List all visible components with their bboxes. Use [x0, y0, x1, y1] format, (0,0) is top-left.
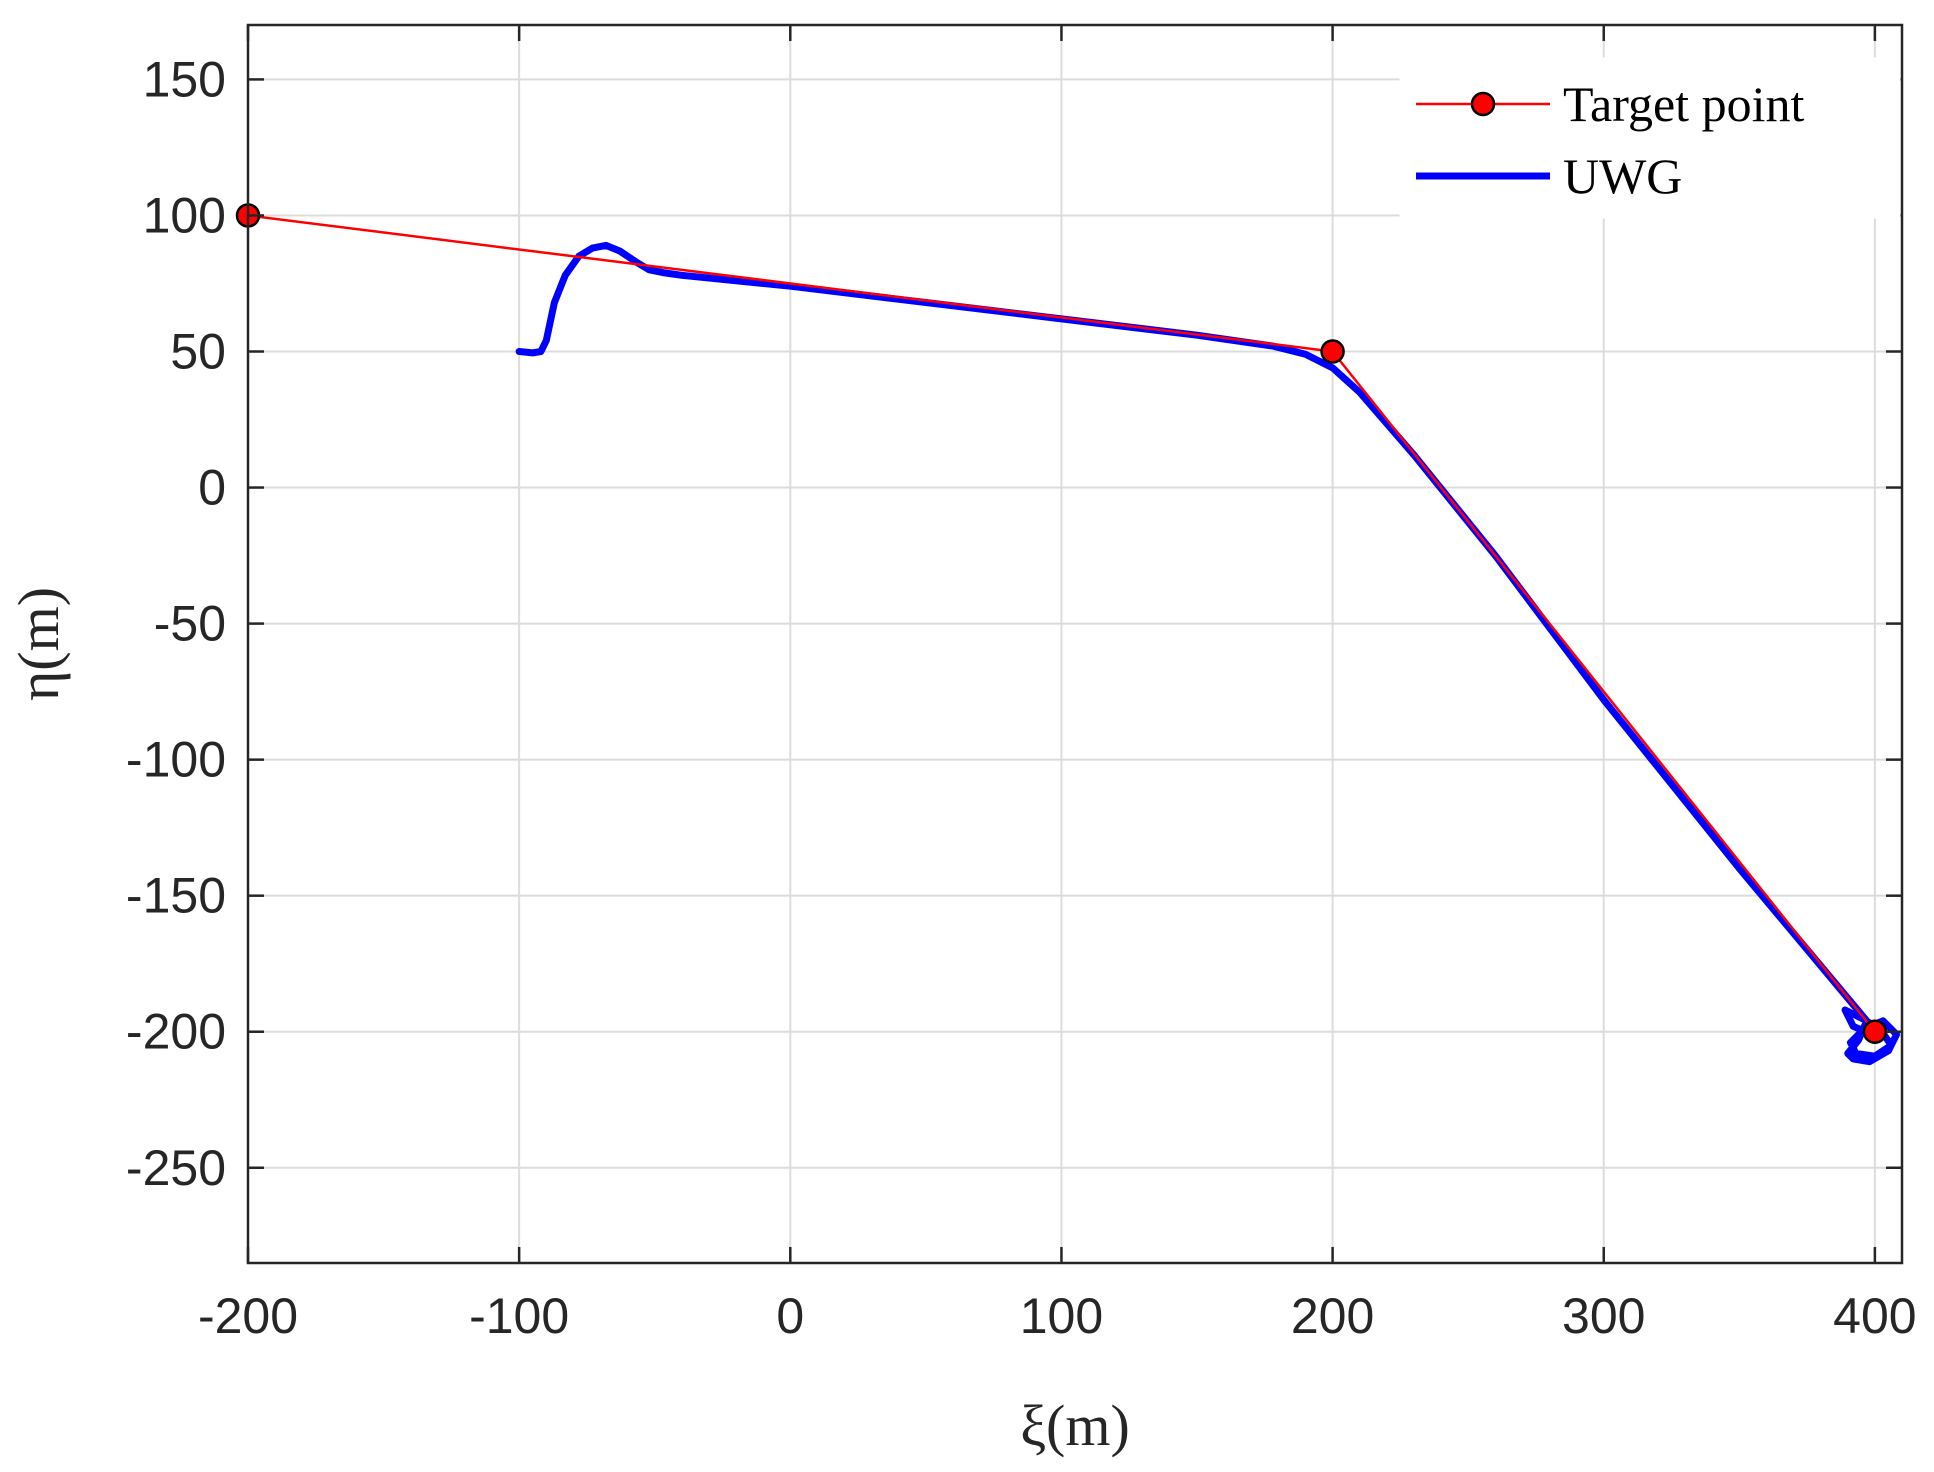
x-tick-label: 400 — [1833, 1288, 1916, 1344]
x-tick-label: 0 — [776, 1288, 804, 1344]
target-point-marker — [1320, 339, 1345, 364]
y-axis-title: η(m) — [6, 587, 71, 701]
y-tick-label: 150 — [143, 51, 226, 107]
x-tick-label: 200 — [1291, 1288, 1374, 1344]
x-tick-label: 300 — [1562, 1288, 1645, 1344]
legend-marker-target-point — [1470, 91, 1496, 117]
y-tick-label: 0 — [198, 460, 226, 516]
x-tick-label: 100 — [1020, 1288, 1103, 1344]
y-tick-label: 100 — [143, 187, 226, 243]
x-axis-title: ξ(m) — [1020, 1393, 1130, 1458]
legend-label-target-point: Target point — [1563, 76, 1804, 132]
legend-box — [1399, 57, 1901, 219]
y-tick-label: -200 — [126, 1004, 226, 1060]
tick-labels: -200 -100 0 100 200 300 400 -250 -200 -150 -100 -50… — [126, 51, 1917, 1344]
y-tick-label: 50 — [170, 324, 226, 380]
y-tick-label: -50 — [154, 596, 226, 652]
grid-lines — [247, 25, 1902, 1263]
y-tick-label: -150 — [126, 868, 226, 924]
series-line-uwg — [515, 241, 1901, 1066]
y-tick-label: -100 — [126, 732, 226, 788]
axes-frame — [246, 23, 1904, 1265]
x-tick-label: -100 — [469, 1288, 569, 1344]
target-point-marker — [1862, 1019, 1888, 1044]
x-tick-label: -200 — [198, 1288, 298, 1344]
series-layer — [235, 203, 1901, 1066]
legend: Target point UWG — [1399, 57, 1901, 219]
y-tick-label: -250 — [126, 1140, 226, 1196]
legend-label-uwg: UWG — [1563, 148, 1682, 204]
